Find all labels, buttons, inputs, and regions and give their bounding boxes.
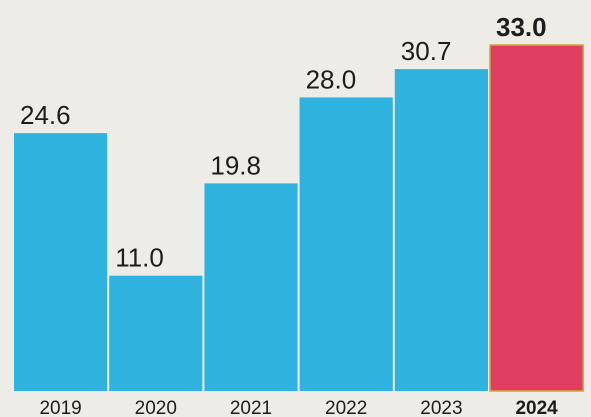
category-label-2024: 2024 [515,398,558,417]
value-label-2023: 30.7 [401,36,452,66]
bar-2024 [489,44,584,392]
bar-2020 [109,275,203,391]
value-label-2020: 11.0 [115,243,164,273]
bar-2019 [14,133,108,391]
category-label-2020: 2020 [135,398,177,417]
bar-2022 [299,97,393,392]
category-label-2022: 2022 [325,398,367,417]
bar-2023 [394,69,488,391]
value-labels-layer: 24.6 11.0 19.8 28.0 30.7 33.0 [20,12,547,273]
category-label-2023: 2023 [420,398,462,417]
category-labels-layer: 2019 2020 2021 2022 2023 2024 [39,398,558,417]
bar-2021 [204,183,298,391]
category-label-2019: 2019 [39,398,81,417]
category-label-2021: 2021 [230,398,272,417]
bars-layer [14,44,584,392]
value-label-2022: 28.0 [306,64,357,94]
value-label-2021: 19.8 [210,150,261,180]
value-label-2024: 33.0 [496,12,547,42]
value-label-2019: 24.6 [20,100,71,130]
